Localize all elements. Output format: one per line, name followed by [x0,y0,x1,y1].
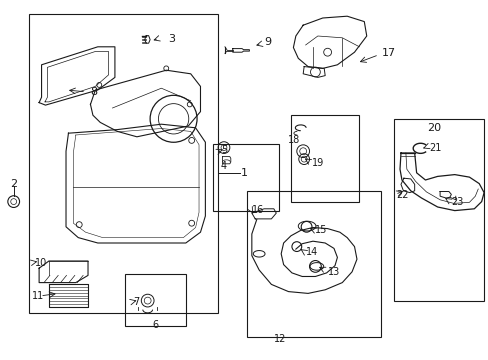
Bar [29,14,217,313]
Bar [246,191,381,337]
Text: 6: 6 [152,320,158,330]
Text: 19: 19 [311,158,323,168]
Text: 5: 5 [221,145,227,156]
Text: 9: 9 [264,37,271,48]
Text: 3: 3 [167,33,174,44]
Text: 22: 22 [395,190,408,200]
Text: 23: 23 [450,197,462,207]
Bar [212,144,278,211]
Text: 10: 10 [35,258,47,268]
Text: 16: 16 [251,204,264,215]
Text: 17: 17 [381,48,395,58]
Text: 7: 7 [133,297,139,307]
Text: 2: 2 [10,179,17,189]
Bar [124,274,185,326]
Text: 13: 13 [327,267,339,277]
Text: 8: 8 [90,87,98,97]
Text: 12: 12 [273,334,285,344]
Text: 15: 15 [315,225,327,235]
Text: 20: 20 [426,123,440,133]
Text: 11: 11 [32,291,44,301]
Bar [393,119,483,301]
Text: 21: 21 [428,143,441,153]
Text: 4: 4 [221,161,227,171]
Text: 14: 14 [305,247,317,257]
Text: 1: 1 [241,168,247,178]
Text: 18: 18 [287,135,300,145]
Bar [290,115,359,202]
